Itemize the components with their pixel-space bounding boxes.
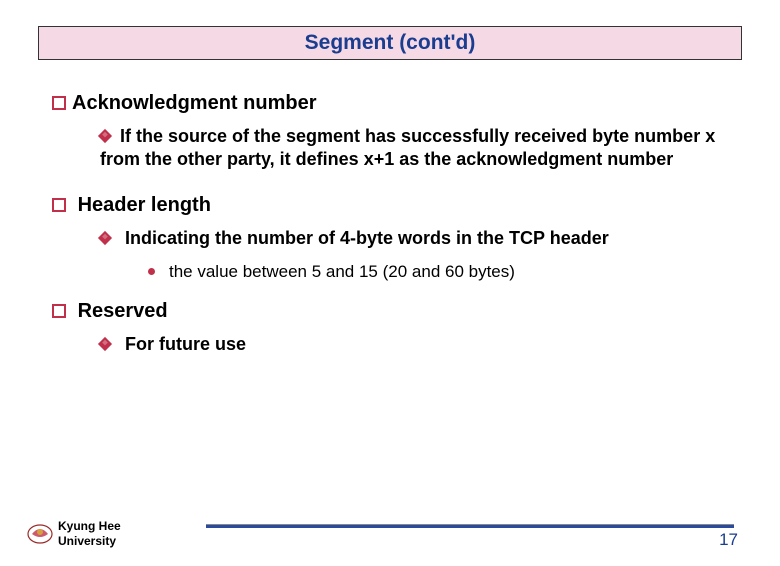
heading-text: Reserved	[78, 300, 168, 322]
university-line1: Kyung Hee	[58, 519, 121, 533]
university-line2: University	[58, 534, 116, 548]
sub-bullet-text: If the source of the segment has success…	[100, 126, 715, 169]
diamond-bullet-icon	[98, 231, 112, 245]
dot-bullet-text: the value between 5 and 15 (20 and 60 by…	[169, 262, 515, 281]
slide-content: Acknowledgment number If the source of t…	[0, 60, 780, 357]
square-bullet-icon	[52, 198, 66, 212]
sub-bullet-row: For future use	[52, 333, 728, 356]
footer-divider	[206, 524, 734, 528]
dot-bullet-icon	[148, 268, 155, 275]
square-bullet-icon	[52, 304, 66, 318]
section-heading: Acknowledgment number	[52, 92, 728, 115]
heading-text: Acknowledgment number	[72, 92, 316, 114]
university-name: Kyung Hee University	[58, 519, 121, 548]
section-heading: Header length	[52, 194, 728, 217]
diamond-bullet-icon	[98, 129, 112, 143]
slide-title: Segment (cont'd)	[305, 31, 476, 54]
dot-bullet-row: the value between 5 and 15 (20 and 60 by…	[52, 262, 728, 282]
slide-footer: Kyung Hee University 17	[0, 508, 780, 548]
slide-title-bar: Segment (cont'd)	[38, 26, 742, 60]
sub-bullet-row: Indicating the number of 4-byte words in…	[52, 227, 728, 250]
sub-bullet-text: For future use	[125, 334, 246, 354]
university-logo-icon	[26, 520, 54, 544]
page-number: 17	[719, 530, 738, 550]
sub-bullet-text: Indicating the number of 4-byte words in…	[125, 228, 609, 248]
heading-text: Header length	[78, 194, 211, 216]
section-heading: Reserved	[52, 300, 728, 323]
square-bullet-icon	[52, 96, 66, 110]
diamond-bullet-icon	[98, 337, 112, 351]
sub-bullet-row: If the source of the segment has success…	[52, 125, 728, 172]
